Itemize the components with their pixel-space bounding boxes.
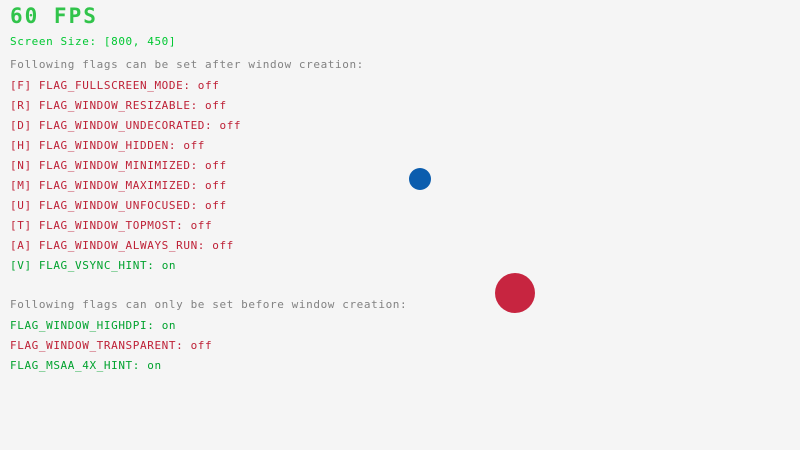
flag-value: off: [212, 239, 234, 252]
flag-hotkey: [D]: [10, 119, 39, 132]
flag-row[interactable]: [H] FLAG_WINDOW_HIDDEN: off: [10, 140, 205, 151]
flag-row[interactable]: [U] FLAG_WINDOW_UNFOCUSED: off: [10, 200, 227, 211]
blue-ball: [409, 168, 431, 190]
flag-name: FLAG_WINDOW_RESIZABLE:: [38, 99, 206, 112]
screen-size-label: Screen Size: [800, 450]: [10, 35, 177, 48]
flag-value: off: [205, 179, 227, 192]
flag-name: FLAG_WINDOW_MAXIMIZED:: [38, 179, 206, 192]
flag-name: FLAG_WINDOW_MINIMIZED:: [38, 159, 206, 172]
fps-counter: 60 FPS: [10, 4, 98, 28]
flag-hotkey: [V]: [10, 259, 39, 272]
flag-name: FLAG_WINDOW_HIGHDPI:: [10, 319, 162, 332]
flag-name: FLAG_WINDOW_UNDECORATED:: [38, 119, 220, 132]
flag-value: off: [190, 339, 213, 352]
flag-row[interactable]: [N] FLAG_WINDOW_MINIMIZED: off: [10, 160, 227, 171]
flag-hotkey: [R]: [10, 99, 39, 112]
flag-name: FLAG_WINDOW_TOPMOST:: [38, 219, 191, 232]
flag-value: off: [197, 79, 220, 92]
flag-row[interactable]: FLAG_WINDOW_TRANSPARENT: off: [10, 340, 212, 351]
flag-name: FLAG_WINDOW_UNFOCUSED:: [38, 199, 206, 212]
flag-hotkey: [M]: [10, 179, 39, 192]
flag-name: FLAG_MSAA_4X_HINT:: [10, 359, 148, 372]
flag-row[interactable]: [M] FLAG_WINDOW_MAXIMIZED: off: [10, 180, 227, 191]
flag-row[interactable]: [A] FLAG_WINDOW_ALWAYS_RUN: off: [10, 240, 234, 251]
flag-value: off: [205, 199, 227, 212]
flag-row[interactable]: FLAG_WINDOW_HIGHDPI: on: [10, 320, 176, 331]
flag-name: FLAG_WINDOW_TRANSPARENT:: [10, 339, 191, 352]
flag-value: on: [147, 359, 162, 372]
flag-value: off: [190, 219, 213, 232]
flag-row[interactable]: [T] FLAG_WINDOW_TOPMOST: off: [10, 220, 212, 231]
flag-hotkey: [H]: [10, 139, 39, 152]
flag-name: FLAG_VSYNC_HINT:: [38, 259, 162, 272]
flag-hotkey: [T]: [10, 219, 39, 232]
flag-row[interactable]: [F] FLAG_FULLSCREEN_MODE: off: [10, 80, 219, 91]
flag-hotkey: [A]: [10, 239, 39, 252]
flag-row[interactable]: [R] FLAG_WINDOW_RESIZABLE: off: [10, 100, 227, 111]
flag-row[interactable]: FLAG_MSAA_4X_HINT: on: [10, 360, 162, 371]
after-creation-section-header: Following flags can be set after window …: [10, 58, 364, 71]
flag-value: on: [161, 259, 177, 272]
flag-name: FLAG_WINDOW_ALWAYS_RUN:: [38, 239, 213, 252]
flag-row[interactable]: [D] FLAG_WINDOW_UNDECORATED: off: [10, 120, 241, 131]
flag-value: on: [161, 319, 177, 332]
flag-value: off: [183, 139, 206, 152]
before-creation-section-header: Following flags can only be set before w…: [10, 298, 408, 311]
red-ball: [495, 273, 535, 313]
flag-name: FLAG_WINDOW_HIDDEN:: [38, 139, 184, 152]
flag-value: off: [219, 119, 242, 132]
flag-value: off: [205, 99, 227, 112]
flag-hotkey: [F]: [10, 79, 39, 92]
flag-name: FLAG_FULLSCREEN_MODE:: [38, 79, 198, 92]
flag-hotkey: [U]: [10, 199, 39, 212]
flag-hotkey: [N]: [10, 159, 39, 172]
flag-row[interactable]: [V] FLAG_VSYNC_HINT: on: [10, 260, 176, 271]
flag-value: off: [205, 159, 227, 172]
